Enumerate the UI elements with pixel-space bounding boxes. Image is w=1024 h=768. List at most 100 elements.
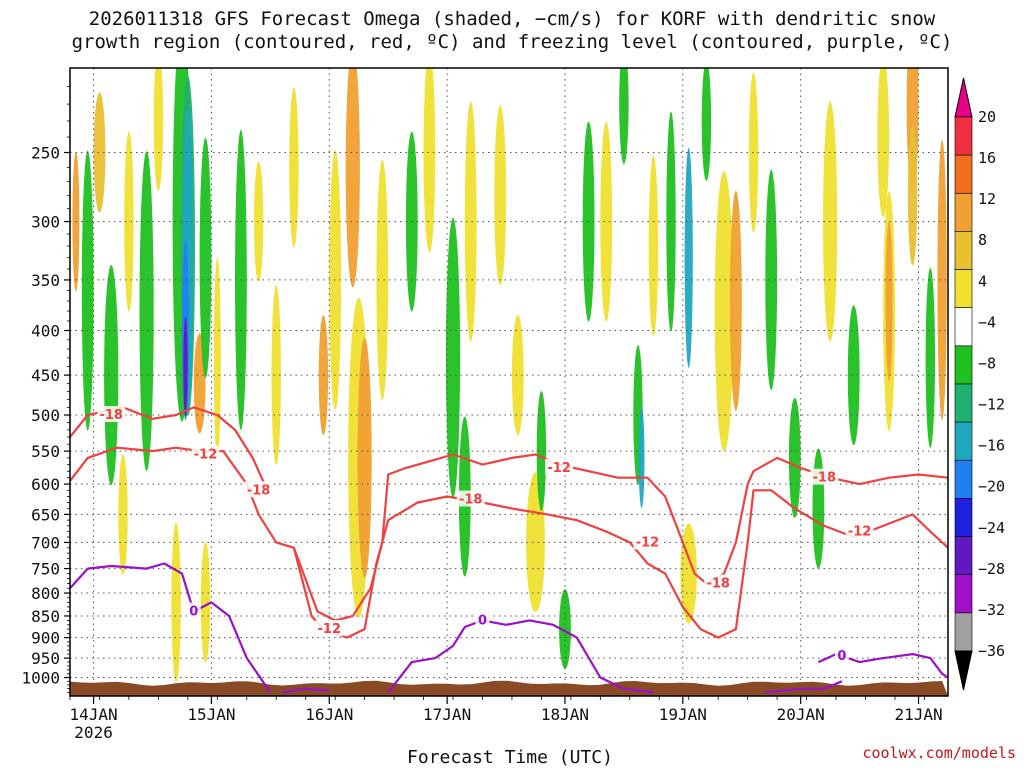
y-tick-label-600: 600 xyxy=(31,475,60,494)
contour-label-bg xyxy=(315,620,344,637)
colorbar-box-3 xyxy=(954,231,973,270)
y-tick-label-700: 700 xyxy=(31,533,60,552)
dgz-contour-label-4: -18 xyxy=(459,493,483,508)
omega-blob-58 xyxy=(885,221,893,381)
colorbar-label-13: −36 xyxy=(978,642,1005,660)
omega-blob-30 xyxy=(445,217,461,498)
x-tick-label-15JAN: 15JAN xyxy=(187,705,235,724)
colorbar-box-12 xyxy=(954,574,973,614)
omega-blob-48 xyxy=(714,171,734,452)
dgz-contour-label-8: -18 xyxy=(813,471,837,486)
chart-title-line-1: 2026011318 GFS Forecast Omega (shaded, −… xyxy=(88,8,936,30)
omega-blob-43 xyxy=(648,156,659,336)
y-tick-label-750: 750 xyxy=(31,560,60,579)
x-tick-label-19JAN: 19JAN xyxy=(659,705,707,724)
omega-blob-2 xyxy=(93,92,106,213)
omega-blob-62 xyxy=(937,139,947,420)
contour-label-bg xyxy=(475,611,490,628)
omega-blob-53 xyxy=(812,448,825,569)
contour-label-bg xyxy=(704,574,733,591)
y-tick-label-800: 800 xyxy=(31,584,60,603)
omega-blob-40 xyxy=(619,68,629,165)
omega-blob-14 xyxy=(199,137,212,378)
omega-blob-42 xyxy=(638,407,645,508)
colorbar-top-arrow xyxy=(954,77,973,118)
y-axis: 250 300 350 400 450 500 550 600 650 700 750 800 850 9… xyxy=(21,86,70,693)
colorbar-label-0: 20 xyxy=(978,108,996,126)
y-tick-label-450: 450 xyxy=(31,366,60,385)
colorbar-box-6 xyxy=(954,345,973,385)
x-tick-label-21JAN: 21JAN xyxy=(894,705,942,724)
y-tick-label-550: 550 xyxy=(31,442,60,461)
omega-blob-29 xyxy=(423,68,436,253)
dgz-contour-label-2: -18 xyxy=(247,483,271,498)
colorbar-label-4: 4 xyxy=(978,272,987,290)
colorbar-bottom-arrow xyxy=(954,650,973,691)
contour-label-bg xyxy=(633,533,662,550)
y-tick-label-1000: 1000 xyxy=(21,669,60,688)
contour-label-bg xyxy=(244,481,273,498)
x-tick-label-16JAN: 16JAN xyxy=(305,705,353,724)
freezing-contour-c xyxy=(387,619,654,694)
omega-blob-33 xyxy=(494,105,507,286)
y-tick-label-900: 900 xyxy=(31,629,60,648)
plot-frame xyxy=(69,67,949,697)
colorbar-box-4 xyxy=(954,269,973,309)
omega-blob-61 xyxy=(925,267,935,448)
colorbar-label-10: −24 xyxy=(978,519,1005,537)
dgz-contour-label-1: -12 xyxy=(194,448,218,463)
colorbar: 20 16 12 8 4 −4 −8 −12 −16 −20 −24 −28 −32 −36 xyxy=(954,77,1005,691)
dgz-contour-label-3: -12 xyxy=(318,622,342,637)
contour-label-bg xyxy=(456,490,485,507)
colorbar-box-5 xyxy=(954,307,973,347)
colorbar-box-7 xyxy=(954,383,973,423)
contour-label-bg xyxy=(545,458,574,475)
omega-blob-1 xyxy=(81,150,94,431)
x-tick-label-14JAN: 14JAN xyxy=(69,705,117,724)
omega-blob-31 xyxy=(464,101,477,342)
source-credit: coolwx.com/models xyxy=(862,744,1016,762)
contour-label-bg xyxy=(810,468,839,485)
dgz-contour-label-9: -12 xyxy=(848,524,872,539)
y-tick-label-850: 850 xyxy=(31,607,60,626)
chart-title: 2026011318 GFS Forecast Omega (shaded, −… xyxy=(0,8,1024,54)
x-tick-label-20JAN: 20JAN xyxy=(777,705,825,724)
omega-blob-26 xyxy=(357,337,372,578)
chart-title-line-2: growth region (contoured, red, ºC) and f… xyxy=(71,31,953,53)
omega-shading xyxy=(70,68,948,696)
colorbar-label-3: 8 xyxy=(978,231,987,249)
omega-blob-3 xyxy=(104,265,119,486)
omega-blob-12 xyxy=(183,316,188,417)
omega-blob-7 xyxy=(153,68,164,191)
y-tick-label-650: 650 xyxy=(31,505,60,524)
omega-blob-51 xyxy=(765,169,778,390)
dgz-contour-label-0: -18 xyxy=(99,408,123,423)
colorbar-label-2: 12 xyxy=(978,190,996,208)
colorbar-label-7: −12 xyxy=(978,396,1005,414)
omega-blob-38 xyxy=(582,121,595,322)
omega-blob-55 xyxy=(847,305,860,446)
omega-blob-52 xyxy=(788,397,801,518)
freezing-contour-d xyxy=(765,680,843,694)
omega-blob-47 xyxy=(701,68,712,181)
freezing-contour-label-2: 0 xyxy=(837,649,846,664)
freezing-contour-label-0: 0 xyxy=(189,604,198,619)
colorbar-box-11 xyxy=(954,536,973,575)
colorbar-label-6: −8 xyxy=(978,354,996,372)
omega-blob-56 xyxy=(877,68,890,217)
colorbar-box-13 xyxy=(954,612,973,652)
omega-blob-6 xyxy=(139,151,154,472)
x-tick-label-18JAN: 18JAN xyxy=(541,705,589,724)
colorbar-label-11: −28 xyxy=(978,560,1005,578)
dgz-contour-label-5: -12 xyxy=(547,461,571,476)
omega-blob-15 xyxy=(171,522,181,683)
x-axis-label: Forecast Time (UTC) xyxy=(407,747,613,768)
omega-blob-39 xyxy=(600,121,613,322)
omega-blob-5 xyxy=(124,131,134,312)
colorbar-label-1: 16 xyxy=(978,149,996,167)
omega-blob-24 xyxy=(345,68,360,288)
freezing-contour-label-1: 0 xyxy=(478,613,487,628)
colorbar-label-9: −20 xyxy=(978,478,1005,496)
grid-lines xyxy=(70,68,948,696)
